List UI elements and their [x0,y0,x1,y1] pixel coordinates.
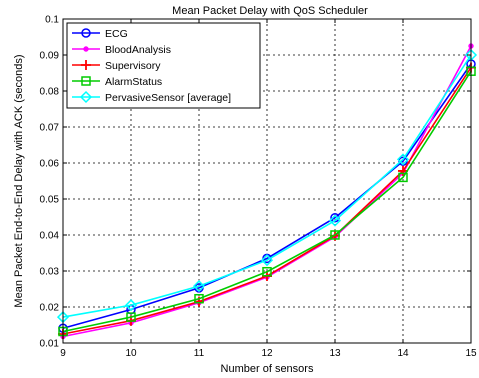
y-tick-label: 0.1 [45,15,59,26]
legend-item: BloodAnalysis [72,44,171,56]
legend-item: PervasiveSensor [average] [72,90,231,104]
legend-marker [83,46,89,52]
legend-label: PervasiveSensor [average] [105,92,231,104]
legend-marker [81,76,91,86]
y-tick-label: 0.09 [40,51,60,62]
data-point-alarmstatus [262,266,272,277]
data-point-alarmstatus [194,293,204,304]
legend-label: BloodAnalysis [105,44,171,56]
y-tick-label: 0.05 [40,195,60,206]
data-point-pervasivesensor-average [192,280,206,293]
legend-item: AlarmStatus [72,76,162,88]
data-point-pervasivesensor-average [260,254,274,267]
grid-lines [63,19,471,343]
data-point-pervasivesensor-average [124,299,138,312]
x-tick-label: 9 [60,348,66,359]
series-line-alarmstatus [62,70,472,333]
data-point-pervasivesensor-average [396,153,410,166]
series-line-pervasivesensor-average [62,54,472,318]
x-axis-label: Number of sensors [221,363,314,375]
legend-marker [81,28,91,38]
legend-label: Supervisory [105,60,161,72]
y-tick-label: 0.02 [40,303,60,314]
axis-ticks: 9 10 11 12 13 14 15 0.01 0.02 0.03 0.04 0.05 0.06 0.0… [40,15,477,360]
legend-marker [81,60,91,70]
y-tick-label: 0.01 [40,339,60,350]
legend-item: Supervisory [72,60,161,72]
legend-marker [79,90,93,104]
x-tick-label: 13 [329,348,341,359]
x-tick-label: 12 [261,348,273,359]
data-point-alarmstatus [398,172,408,183]
x-tick-label: 11 [194,348,205,359]
x-tick-label: 10 [125,348,137,359]
data-point-alarmstatus [330,230,340,240]
x-tick-label: 15 [465,348,477,359]
series-alarmstatus [58,66,476,337]
y-tick-label: 0.06 [40,159,60,170]
y-tick-label: 0.07 [40,123,60,134]
x-tick-label: 14 [397,348,409,359]
data-point-alarmstatus [126,312,136,322]
y-tick-label: 0.08 [40,87,60,98]
y-tick-label: 0.04 [40,231,60,242]
y-axis-label: Mean Packet End-to-End Delay with ACK (s… [13,54,25,307]
legend: ECG BloodAnalysis Supervisory AlarmStatus Pe… [66,22,261,109]
legend-label: ECG [105,28,128,40]
y-tick-label: 0.03 [40,267,60,278]
chart-title: Mean Packet Delay with QoS Scheduler [172,5,368,17]
legend-label: AlarmStatus [105,76,162,88]
legend-item: ECG [72,28,128,40]
data-point-pervasivesensor-average [328,214,342,227]
